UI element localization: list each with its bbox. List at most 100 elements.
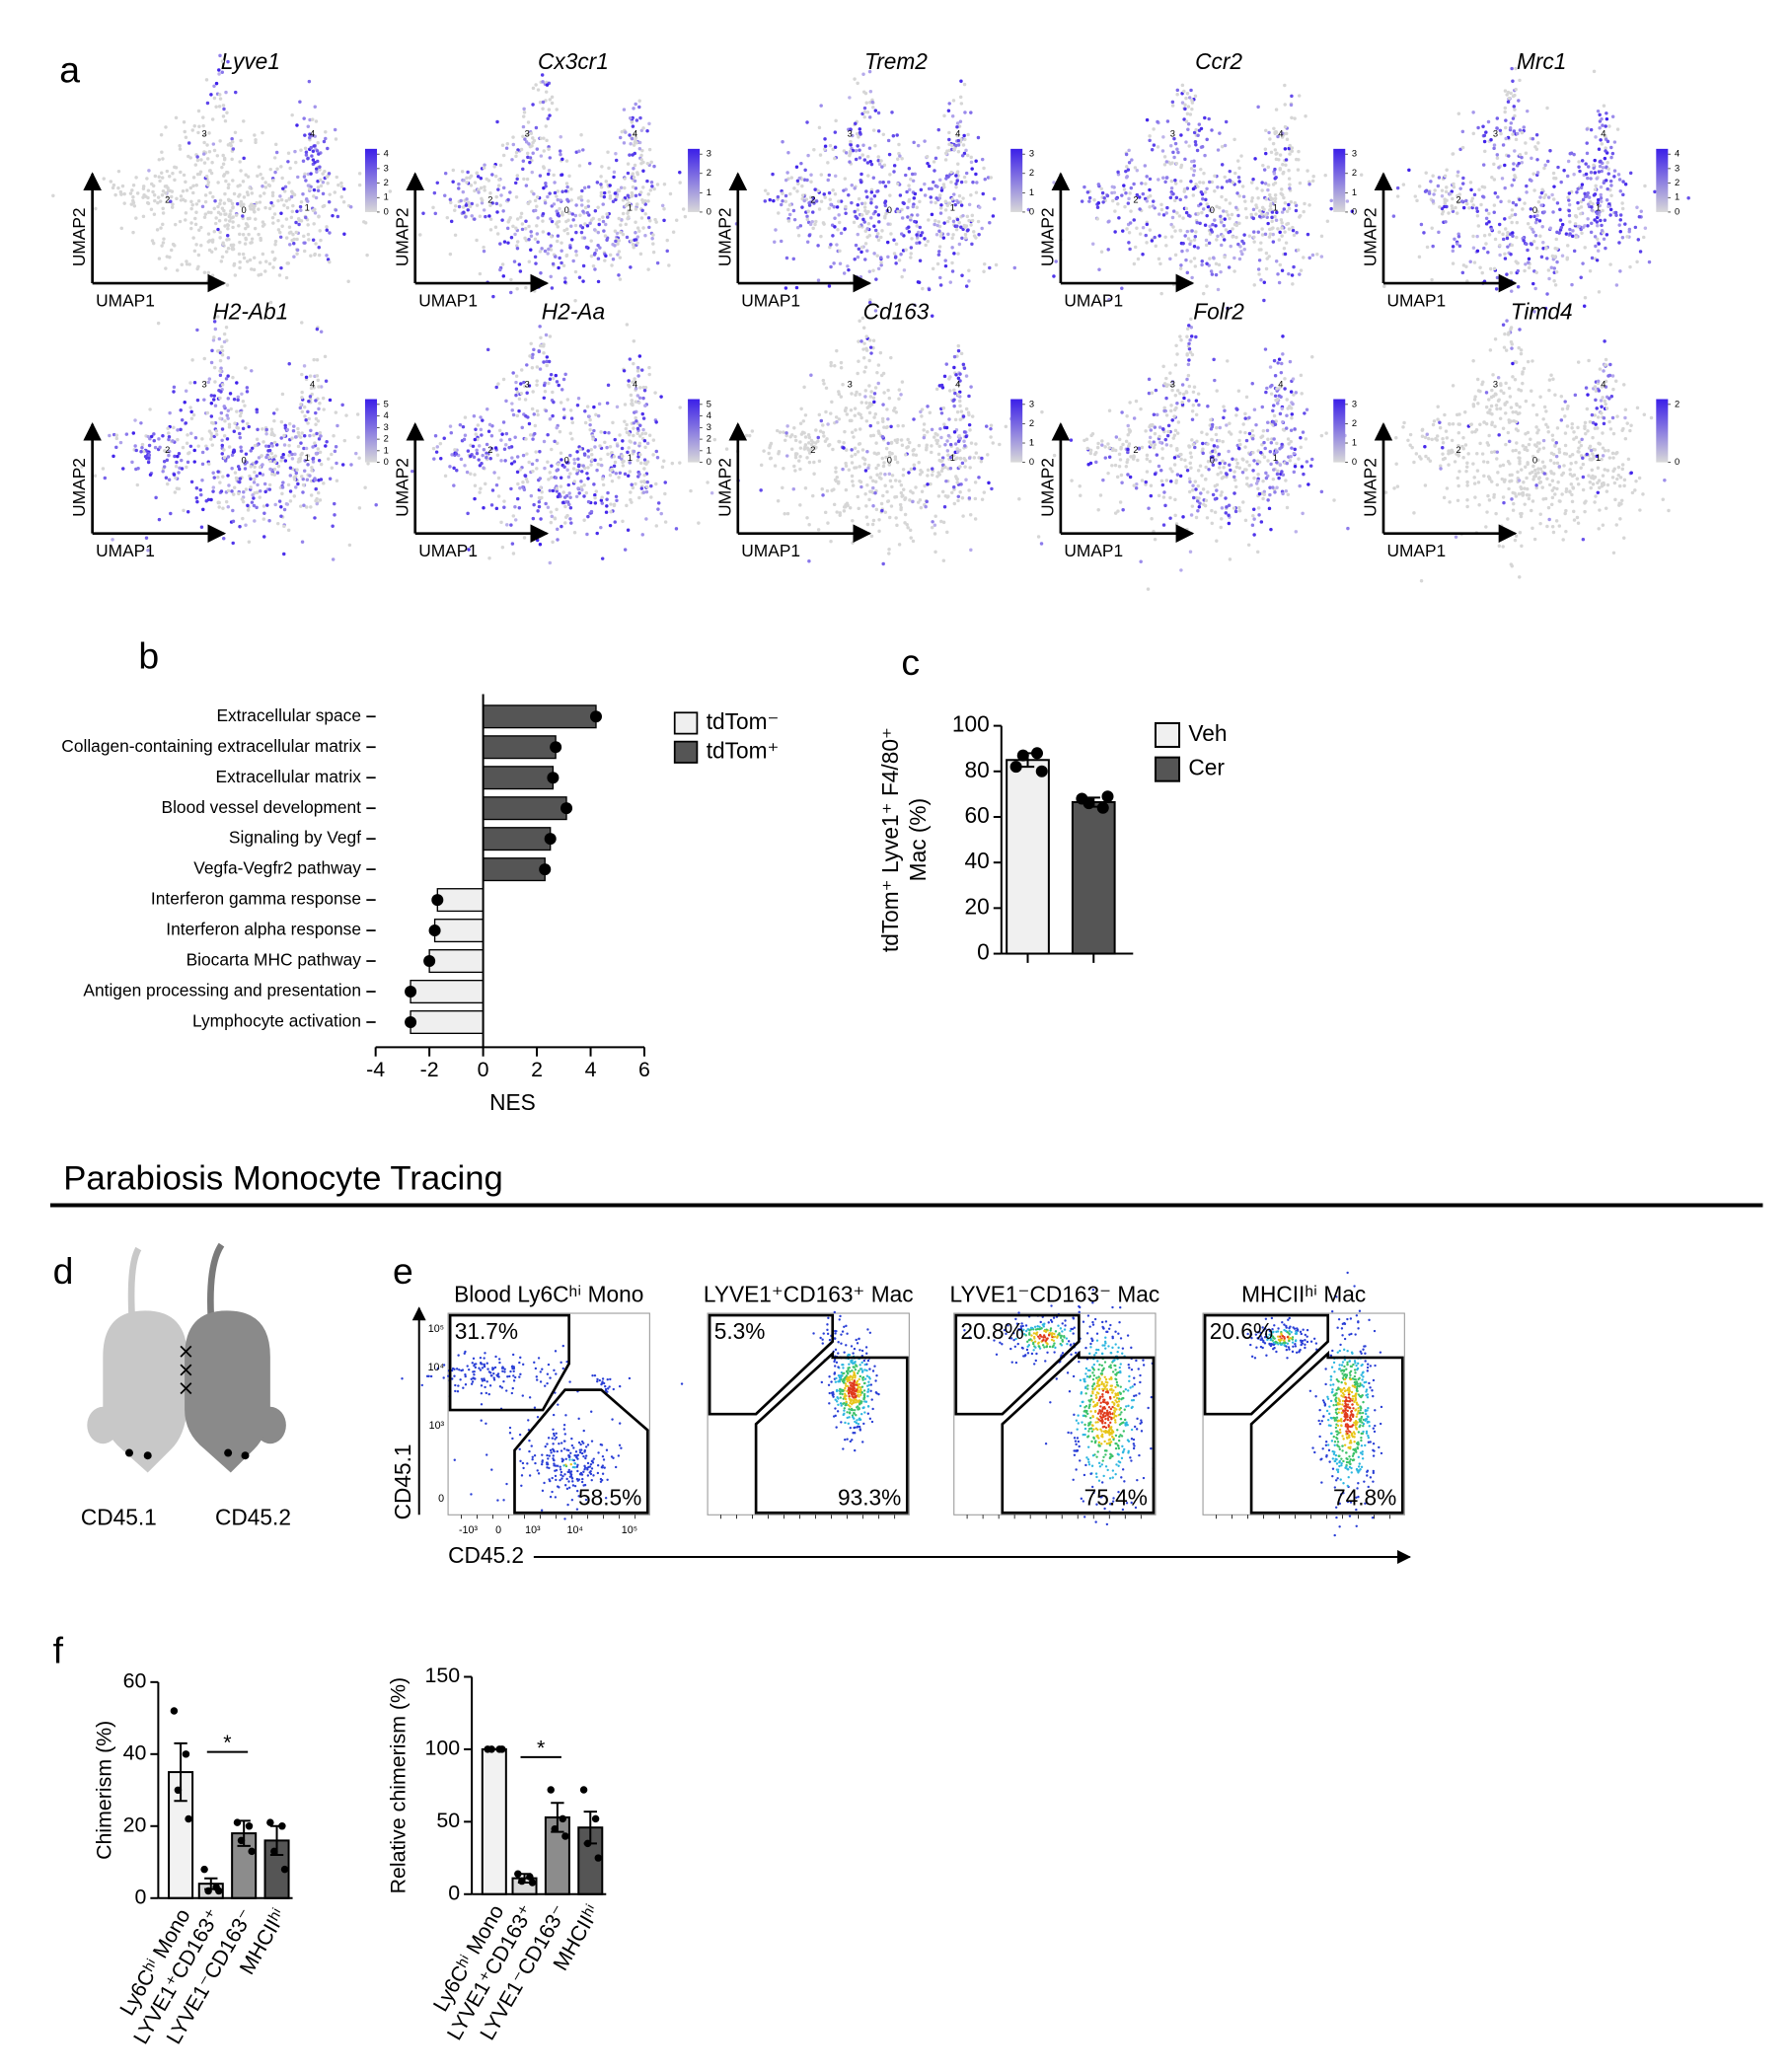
umap-cell: [1259, 241, 1263, 245]
umap-cell: [263, 181, 267, 185]
umap-cell: [1190, 229, 1194, 233]
umap-cell: [899, 490, 904, 495]
umap-cell: [315, 357, 320, 362]
umap-cell: [909, 252, 913, 256]
umap-cell: [829, 539, 833, 544]
panel-label: a: [59, 48, 80, 90]
umap-cell: [178, 147, 183, 151]
umap-cell: [222, 405, 227, 408]
umap-cell: [962, 82, 967, 87]
umap-cell: [763, 188, 768, 192]
umap-cell: [161, 222, 165, 227]
umap-cell: [1282, 247, 1287, 251]
umap-cell: [954, 174, 958, 178]
umap-cell: [605, 504, 609, 508]
umap-cell: [1218, 131, 1222, 135]
umap-cell: [916, 280, 921, 284]
umap-cell: [494, 482, 499, 487]
umap-cell: [856, 144, 859, 148]
umap-cell: [309, 505, 313, 509]
umap-cell: [222, 107, 226, 111]
umap-cell: [1192, 164, 1197, 168]
umap-cell: [278, 235, 283, 240]
umap-cell: [253, 465, 257, 470]
umap-cell: [547, 145, 551, 149]
umap-cell: [134, 216, 138, 220]
umap-cell: [604, 510, 609, 514]
umap-cell: [215, 154, 220, 158]
umap-cell: [1205, 261, 1209, 266]
umap-cell: [1178, 266, 1183, 270]
umap-cell: [1262, 280, 1267, 284]
umap-cell: [555, 380, 560, 384]
umap-cell: [506, 197, 510, 202]
umap-cell: [518, 486, 522, 490]
umap-cell: [1542, 166, 1546, 171]
umap-cell: [612, 464, 617, 469]
umap-cell: [295, 123, 299, 127]
umap-cell: [1429, 180, 1433, 184]
cluster-label: 4: [310, 129, 315, 139]
umap-cell: [919, 409, 923, 414]
umap-cell: [1492, 143, 1497, 147]
umap-cell: [203, 199, 208, 204]
umap-cell: [153, 445, 158, 450]
umap-cell: [597, 402, 602, 407]
umap-cell: [189, 221, 193, 225]
umap-cell: [112, 454, 115, 459]
umap-cell: [588, 161, 592, 166]
umap-cell: [161, 157, 165, 161]
umap-cell: [633, 151, 636, 156]
umap-cell: [199, 492, 203, 497]
umap-cell: [1534, 246, 1539, 251]
umap-cell: [217, 336, 222, 341]
umap-cell: [200, 450, 205, 455]
umap-cell: [894, 410, 899, 414]
umap-cell: [288, 489, 293, 493]
umap-cell: [596, 243, 600, 248]
umap-cell: [365, 253, 369, 258]
umap-cell: [134, 448, 138, 453]
umap-cell: [983, 177, 987, 182]
umap-cell: [302, 405, 307, 409]
umap-cell: [886, 441, 890, 446]
umap-cell: [525, 391, 529, 395]
umap-cell: [865, 482, 869, 487]
umap-cell: [167, 175, 172, 179]
umap-cell: [643, 233, 647, 238]
umap-cell: [655, 183, 660, 186]
umap-cell: [529, 248, 533, 252]
umap-cell: [1579, 205, 1584, 209]
umap-cell: [637, 441, 642, 446]
umap-cell: [1620, 206, 1625, 211]
umap-cell: [667, 263, 671, 267]
umap-cell: [217, 93, 222, 97]
umap-cell: [1575, 190, 1579, 194]
umap-cell: [103, 476, 108, 481]
umap-cell: [226, 488, 231, 493]
umap-cell: [1269, 207, 1273, 212]
umap-cell: [873, 144, 877, 148]
umap-cell: [1223, 217, 1227, 221]
umap-cell: [505, 142, 510, 146]
umap-cell: [210, 161, 214, 165]
umap-cell: [267, 206, 272, 211]
umap-cell: [279, 197, 284, 202]
umap-cell: [236, 465, 241, 469]
umap-cell: [1291, 282, 1295, 286]
umap-cell: [1268, 204, 1273, 208]
umap-cell: [1216, 185, 1220, 189]
umap-cell: [634, 415, 637, 420]
umap-cell: [584, 245, 589, 250]
umap-cell: [513, 435, 517, 439]
umap-cell: [556, 462, 560, 467]
umap-cell: [500, 545, 505, 550]
umap-cell: [611, 420, 615, 425]
umap-cell: [858, 130, 862, 135]
umap-cell: [259, 238, 262, 243]
umap-cell: [859, 275, 863, 279]
umap-cell: [939, 519, 943, 524]
umap-cell: [250, 500, 255, 504]
umap-cell: [315, 431, 319, 436]
umap-cell: [1279, 218, 1284, 222]
